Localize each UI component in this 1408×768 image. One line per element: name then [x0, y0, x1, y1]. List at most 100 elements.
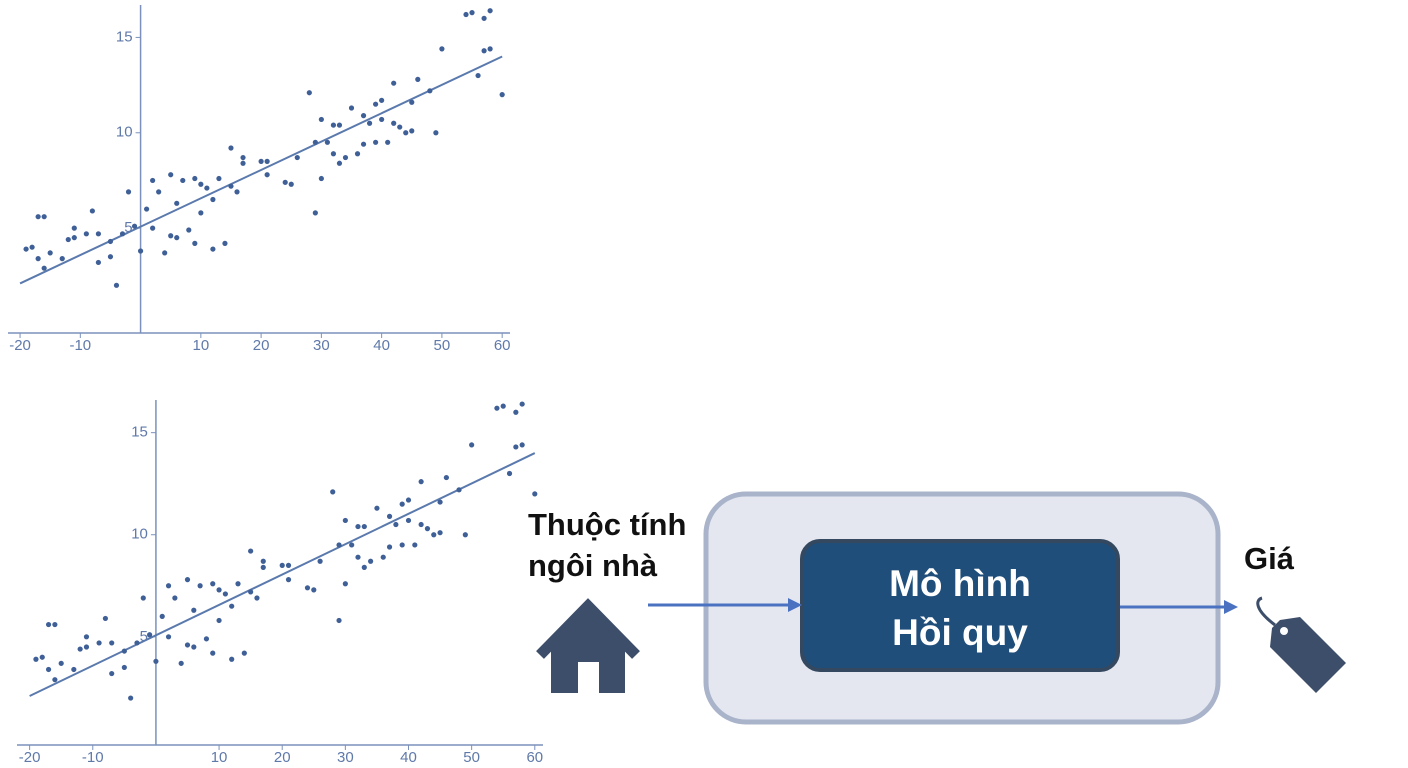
point — [342, 154, 349, 161]
point — [109, 670, 115, 677]
point — [168, 233, 174, 239]
point — [172, 595, 178, 601]
point — [216, 587, 222, 593]
point — [519, 401, 525, 407]
point — [469, 10, 475, 16]
point — [29, 244, 35, 250]
model-label: Hồi quy — [892, 612, 1028, 653]
point — [47, 250, 53, 256]
point — [113, 282, 120, 288]
x-tick-label: -20 — [9, 337, 31, 354]
point — [264, 172, 270, 178]
point — [162, 250, 168, 256]
point — [355, 554, 361, 560]
x-tick-label: 50 — [463, 749, 480, 766]
point — [368, 558, 374, 564]
point — [174, 200, 180, 206]
point — [35, 214, 41, 220]
point — [386, 544, 393, 550]
point — [210, 196, 216, 203]
x-tick-label: -20 — [19, 749, 41, 766]
y-tick-label: 5 — [140, 628, 148, 645]
point — [234, 189, 240, 195]
point — [285, 577, 292, 583]
point — [409, 99, 415, 105]
price-tag-icon — [1256, 596, 1346, 693]
point — [439, 46, 445, 52]
point — [324, 139, 330, 145]
point — [285, 562, 292, 568]
point — [260, 564, 266, 570]
point — [125, 189, 132, 195]
point — [52, 677, 58, 683]
x-tick-label: 40 — [400, 749, 417, 766]
point — [137, 248, 144, 254]
point — [216, 175, 222, 182]
point — [159, 613, 165, 619]
point — [109, 640, 115, 646]
point — [222, 591, 228, 597]
point — [58, 660, 64, 666]
point — [424, 526, 431, 532]
x-tick-label: 30 — [313, 337, 330, 354]
fit-line — [29, 452, 536, 697]
point — [431, 532, 437, 538]
point — [487, 46, 493, 52]
point — [165, 583, 172, 589]
point — [279, 562, 285, 568]
point — [174, 235, 180, 241]
point — [405, 497, 412, 503]
point — [240, 154, 246, 161]
point — [391, 120, 397, 126]
point — [494, 405, 500, 411]
point — [443, 474, 449, 481]
point — [184, 642, 191, 648]
point — [134, 640, 140, 646]
arrow-head — [788, 598, 802, 612]
point — [150, 225, 156, 231]
point — [107, 254, 114, 260]
x-tick-label: -10 — [69, 337, 91, 354]
point — [379, 116, 385, 123]
point — [373, 139, 379, 145]
point — [330, 122, 337, 128]
point — [258, 158, 264, 164]
point — [89, 208, 95, 214]
point — [437, 530, 443, 536]
point — [506, 470, 513, 477]
point — [260, 558, 266, 564]
point — [532, 491, 538, 497]
point — [96, 640, 102, 646]
point — [317, 558, 323, 564]
point — [282, 179, 288, 185]
point — [95, 231, 101, 237]
point — [210, 246, 216, 252]
input-label: ngôi nhà — [528, 548, 658, 583]
point — [52, 621, 58, 628]
point — [153, 658, 159, 664]
point — [399, 501, 405, 507]
point — [210, 650, 216, 656]
point — [240, 160, 246, 166]
point — [456, 487, 462, 493]
point — [481, 48, 487, 54]
point — [248, 548, 254, 554]
point — [191, 644, 197, 650]
point — [409, 128, 415, 134]
point — [475, 72, 481, 79]
point — [403, 130, 409, 136]
point — [463, 11, 469, 18]
x-tick-label: 20 — [253, 337, 270, 354]
point — [83, 644, 90, 650]
point — [229, 656, 235, 662]
y-tick-label: 15 — [131, 424, 148, 441]
point — [418, 479, 424, 485]
point — [379, 97, 385, 103]
point — [241, 650, 247, 656]
point — [469, 442, 475, 448]
point — [121, 664, 127, 671]
point — [391, 80, 397, 86]
point — [336, 542, 342, 548]
